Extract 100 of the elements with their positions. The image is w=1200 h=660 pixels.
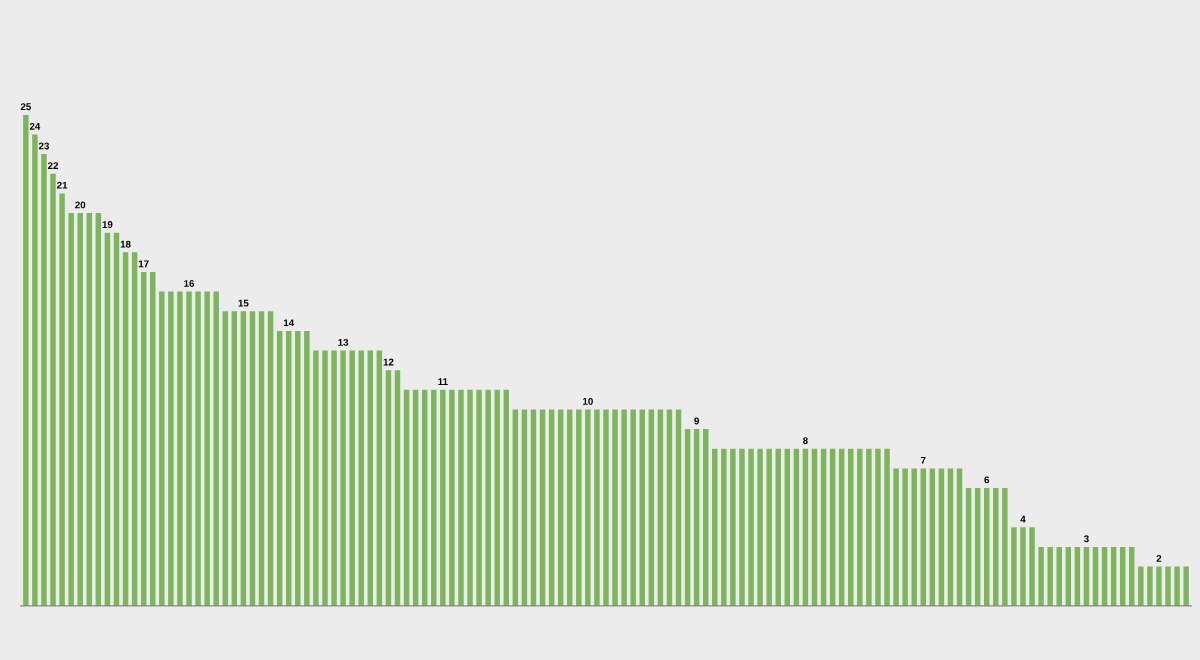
bar	[838, 448, 845, 606]
data-label: 8	[803, 437, 808, 445]
data-label: 12	[383, 358, 394, 366]
data-label: 21	[57, 181, 68, 189]
bar	[494, 389, 500, 606]
bar	[612, 409, 618, 606]
bar	[458, 389, 464, 606]
data-label: 13	[338, 338, 349, 346]
bar	[367, 350, 374, 606]
data-label: 23	[38, 142, 50, 150]
bar	[503, 389, 509, 606]
bar	[793, 448, 800, 606]
bar	[739, 448, 745, 606]
bar	[431, 389, 437, 606]
bar	[313, 350, 319, 606]
bar	[68, 213, 74, 606]
bar	[548, 409, 555, 606]
data-label: 15	[238, 299, 249, 307]
data-label: 19	[102, 221, 113, 228]
bar	[1138, 566, 1144, 606]
data-label: 18	[120, 240, 131, 248]
bar	[50, 173, 56, 606]
bar	[1165, 566, 1171, 606]
bar	[1110, 546, 1117, 606]
bar	[304, 330, 310, 606]
data-label: 20	[75, 201, 86, 209]
bar	[77, 213, 83, 606]
bar	[1038, 546, 1044, 606]
bar	[820, 448, 827, 606]
bar	[829, 448, 836, 606]
bar	[440, 389, 446, 606]
bar	[267, 311, 274, 606]
bar	[712, 448, 718, 606]
bar	[331, 350, 337, 606]
bar	[150, 271, 156, 606]
bar	[258, 311, 265, 606]
bar	[177, 291, 183, 606]
bar	[1174, 566, 1180, 606]
bar	[213, 291, 219, 606]
bar	[947, 468, 954, 606]
bar	[485, 389, 491, 606]
data-label: 3	[1083, 535, 1089, 543]
bar	[476, 389, 482, 606]
data-label: 22	[47, 162, 59, 169]
bar	[1002, 488, 1008, 606]
bar	[1147, 566, 1153, 606]
bar	[576, 409, 582, 606]
bar	[1092, 546, 1099, 606]
bar	[666, 409, 673, 606]
bar	[639, 409, 645, 606]
bar	[1129, 546, 1135, 606]
bar	[32, 134, 38, 606]
bar	[557, 409, 564, 606]
bar	[621, 409, 627, 606]
bar	[929, 468, 936, 606]
bar	[938, 468, 945, 606]
bar	[1183, 566, 1189, 606]
bar	[403, 389, 410, 606]
bar	[322, 350, 328, 606]
bar	[195, 291, 201, 606]
data-label: 4	[1020, 515, 1026, 523]
bar	[848, 448, 854, 606]
bar	[811, 448, 818, 606]
bar	[1101, 546, 1108, 606]
bar	[295, 330, 301, 606]
bar	[657, 409, 664, 606]
bar	[521, 409, 528, 606]
bar	[23, 114, 29, 606]
bar	[131, 252, 138, 606]
bar	[1083, 546, 1090, 606]
bar	[920, 468, 926, 606]
bar	[866, 448, 872, 606]
data-label: 2	[1156, 555, 1162, 562]
bar	[775, 448, 781, 606]
bar	[394, 370, 401, 606]
bar	[857, 448, 863, 606]
bar	[349, 350, 355, 606]
bar	[675, 409, 682, 606]
bar	[249, 311, 256, 606]
bar	[512, 409, 519, 606]
bar	[594, 409, 600, 606]
bar	[86, 213, 93, 606]
bar	[421, 389, 428, 606]
bar	[122, 252, 129, 606]
bar	[1119, 546, 1126, 606]
data-label: 24	[29, 122, 41, 130]
bar	[539, 409, 546, 606]
bar	[376, 350, 383, 606]
bar	[884, 448, 890, 606]
bar	[286, 330, 292, 606]
data-label: 6	[984, 476, 990, 484]
data-label: 10	[583, 397, 593, 405]
bar	[113, 232, 120, 606]
bar	[231, 311, 238, 606]
bar	[168, 291, 174, 606]
bar	[984, 488, 990, 606]
bar	[1011, 527, 1017, 606]
bar	[467, 389, 473, 606]
data-label: 7	[920, 456, 926, 464]
data-label: 16	[184, 280, 195, 287]
